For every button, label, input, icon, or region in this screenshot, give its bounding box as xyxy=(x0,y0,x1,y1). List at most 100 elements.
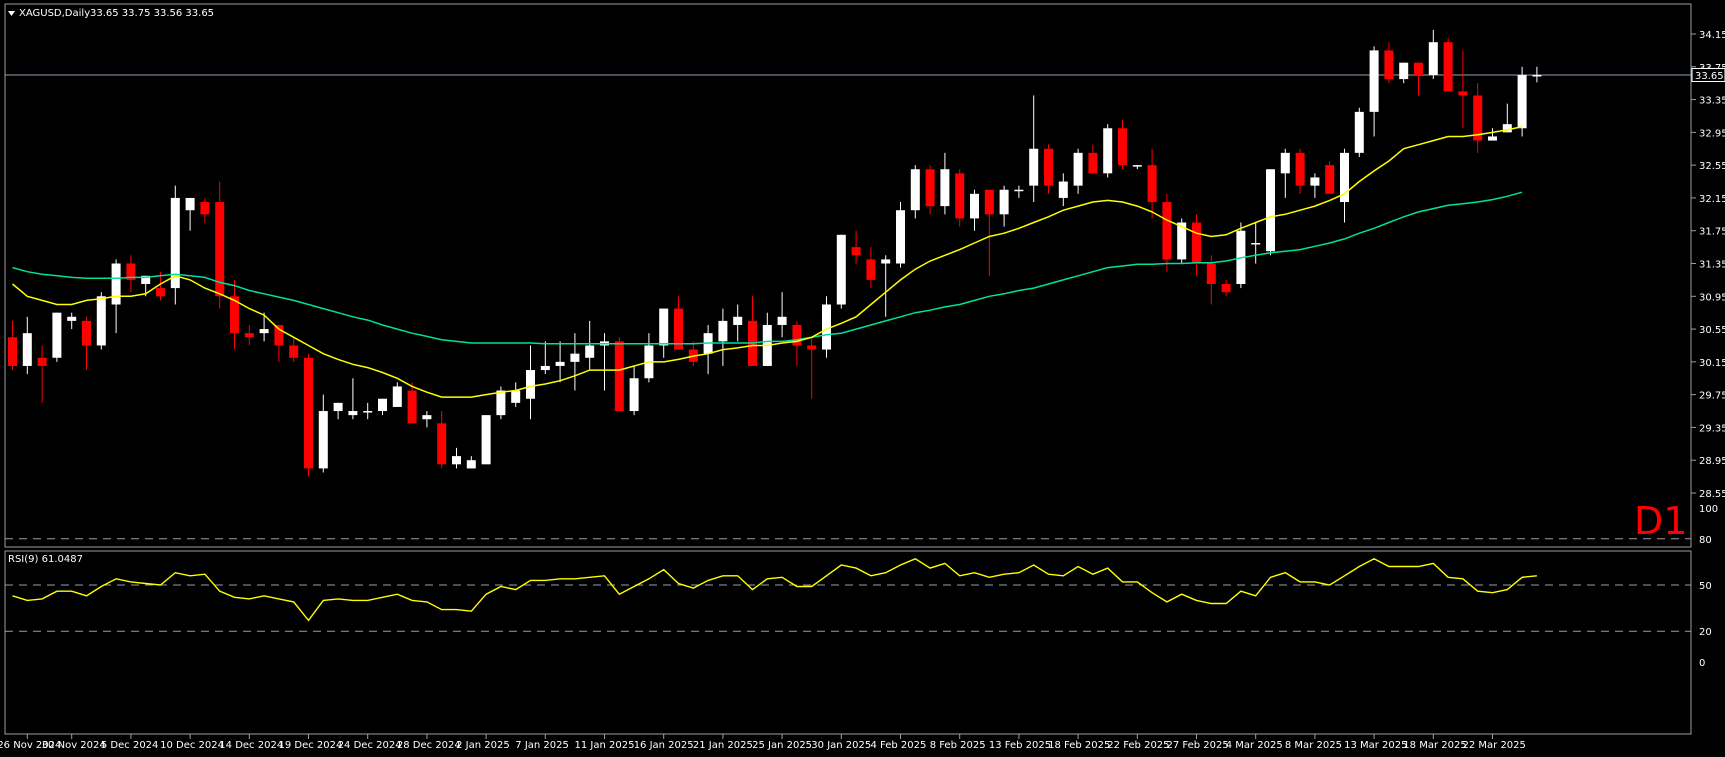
candle xyxy=(792,320,802,366)
candle-body xyxy=(1058,181,1068,198)
candle-body xyxy=(1517,74,1527,129)
candle xyxy=(52,312,62,362)
candle xyxy=(851,230,861,264)
candle-body xyxy=(836,234,846,305)
candle-body xyxy=(1103,128,1113,174)
candle xyxy=(82,316,91,371)
symbol-dropdown-icon[interactable] xyxy=(8,11,15,16)
candle-body xyxy=(1443,42,1453,92)
time-tick-label: 18 Feb 2025 xyxy=(1048,740,1110,751)
candle xyxy=(333,402,343,420)
candle-body xyxy=(22,333,32,366)
candle xyxy=(836,234,846,309)
candle-body xyxy=(1266,169,1275,252)
rsi-tick-label: 50 xyxy=(1699,581,1712,592)
candle-body xyxy=(1473,95,1483,141)
time-tick-label: 19 Dec 2024 xyxy=(279,740,343,751)
ma-slow-line xyxy=(12,191,1523,345)
candle-body xyxy=(422,415,432,420)
time-tick-label: 28 Dec 2024 xyxy=(397,740,461,751)
rsi-tick-label: 80 xyxy=(1699,535,1712,546)
price-tick-label: 30.15 xyxy=(1699,358,1725,369)
price-tick-label: 31.75 xyxy=(1699,227,1725,238)
time-tick-label: 4 Feb 2025 xyxy=(871,740,927,751)
rsi-tick-label: 20 xyxy=(1699,627,1712,638)
candle-body xyxy=(1280,152,1290,174)
candle-body xyxy=(230,296,239,334)
candle xyxy=(984,189,994,276)
candle-body xyxy=(1177,222,1187,260)
candle-body xyxy=(96,296,106,346)
candle-body xyxy=(37,357,47,366)
candle xyxy=(866,247,876,289)
candle xyxy=(822,296,831,358)
candle xyxy=(1192,214,1201,276)
candle-body xyxy=(822,304,831,350)
candle-body xyxy=(156,288,165,297)
candle xyxy=(1221,279,1231,297)
candle xyxy=(1073,148,1083,194)
candle xyxy=(1295,148,1305,194)
candle xyxy=(614,337,624,412)
candle xyxy=(392,382,402,407)
candle xyxy=(1044,144,1053,194)
time-tick-label: 24 Dec 2024 xyxy=(338,740,402,751)
candle-body xyxy=(659,308,669,346)
candle-body xyxy=(481,415,491,465)
candle-body xyxy=(777,316,787,325)
ma-fast-line xyxy=(12,125,1523,398)
candle xyxy=(1473,83,1483,153)
candle-body xyxy=(141,275,151,284)
candle xyxy=(807,337,817,399)
candle xyxy=(940,152,950,215)
candle xyxy=(526,345,535,420)
candle xyxy=(1354,107,1364,157)
rsi-axis: 100 80 50 20 0 xyxy=(1699,504,1718,669)
candle xyxy=(1310,173,1320,198)
candle xyxy=(1458,50,1468,129)
candle-body xyxy=(111,263,121,305)
time-tick-label: 21 Jan 2025 xyxy=(693,740,753,751)
candle-body xyxy=(674,308,683,350)
candle-body xyxy=(1532,74,1542,77)
candle-body xyxy=(1340,152,1349,203)
candle xyxy=(1088,144,1098,174)
price-tick-label: 32.55 xyxy=(1699,161,1725,172)
ohlc-label: 33.65 33.75 33.56 33.65 xyxy=(90,8,214,19)
time-tick-label: 5 Dec 2024 xyxy=(101,740,159,751)
candle-body xyxy=(629,378,639,412)
candle-body xyxy=(170,197,180,289)
price-tick-label: 28.55 xyxy=(1699,489,1725,500)
price-tick-label: 32.95 xyxy=(1699,128,1725,139)
candle xyxy=(1029,95,1039,203)
current-price-tag xyxy=(1691,67,1725,82)
candle xyxy=(1399,62,1409,84)
candle-body xyxy=(718,320,728,342)
time-tick-label: 8 Mar 2025 xyxy=(1285,740,1342,751)
candle-body xyxy=(1044,148,1053,186)
candle-body xyxy=(925,169,935,207)
time-tick-label: 22 Mar 2025 xyxy=(1463,740,1526,751)
candle-body xyxy=(984,189,994,215)
candle xyxy=(629,365,639,416)
candle-body xyxy=(955,173,965,219)
candle-body xyxy=(1354,111,1364,153)
candle-body xyxy=(585,345,595,358)
time-tick-label: 2 Jan 2025 xyxy=(456,740,510,751)
candle-body xyxy=(1488,136,1497,141)
candle-body xyxy=(910,169,920,211)
price-panel-frame xyxy=(4,3,1692,548)
candle xyxy=(540,341,550,375)
candle-body xyxy=(67,316,77,321)
candle-body xyxy=(999,189,1009,215)
price-tick-label: 32.15 xyxy=(1699,194,1725,205)
timeframe-label: D1 xyxy=(1634,499,1687,543)
candle-body xyxy=(807,345,817,350)
candle xyxy=(999,185,1009,227)
time-tick-label: 27 Feb 2025 xyxy=(1167,740,1229,751)
candle-body xyxy=(452,456,461,465)
candle-body xyxy=(1399,62,1409,80)
candle xyxy=(1532,66,1542,83)
candle xyxy=(955,169,965,227)
